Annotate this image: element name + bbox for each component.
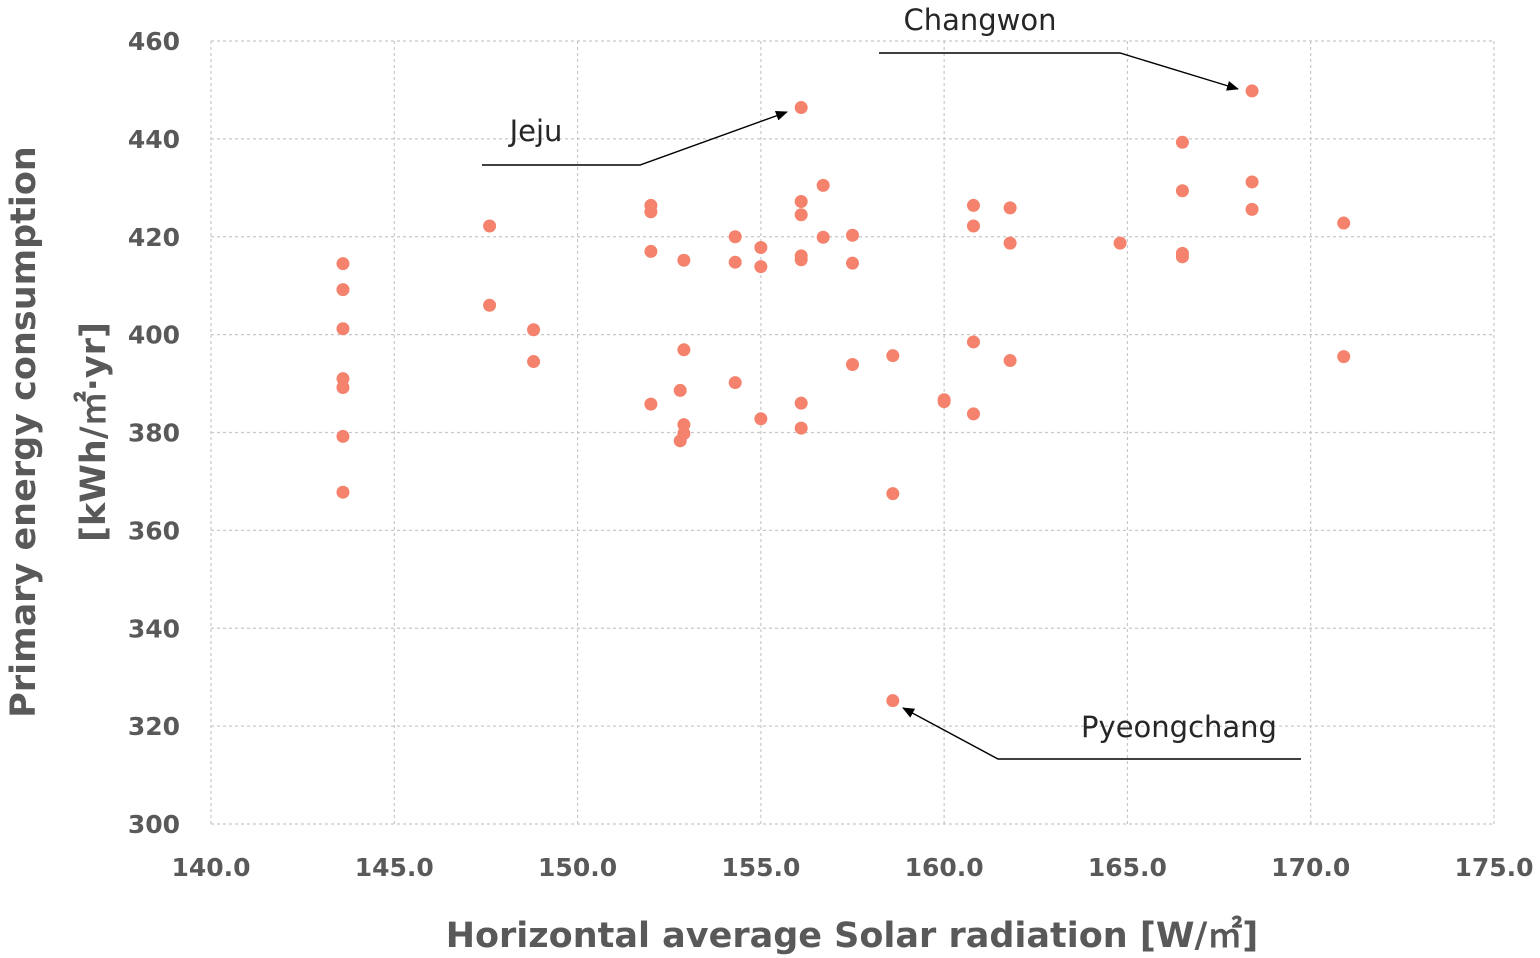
y-axis-title-line1: Primary energy consumption [4, 146, 44, 718]
x-tick-label: 165.0 [1088, 853, 1167, 882]
gridlines [210, 40, 1495, 825]
data-point [483, 298, 497, 312]
x-tick-label: 155.0 [721, 853, 800, 882]
data-point [336, 380, 350, 394]
y-tick-label: 440 [128, 125, 180, 154]
data-point [794, 396, 808, 410]
data-point [644, 244, 658, 258]
y-tick-label: 460 [128, 27, 180, 56]
data-point [644, 205, 658, 219]
data-point [886, 349, 900, 363]
data-point [527, 323, 541, 337]
data-point [966, 335, 980, 349]
x-tick-label: 170.0 [1271, 853, 1350, 882]
data-point [754, 412, 768, 426]
annotation-pyeongchang: Pyeongchang [1081, 710, 1277, 744]
data-point [728, 230, 742, 244]
y-tick-label: 300 [128, 810, 180, 839]
data-point [794, 101, 808, 115]
data-point [816, 178, 830, 192]
data-point [644, 397, 658, 411]
data-point [1337, 350, 1351, 364]
data-point [527, 355, 541, 369]
x-axis-title: Horizontal average Solar radiation [W/㎡] [446, 915, 1259, 956]
data-point [754, 241, 768, 255]
x-tick-label: 150.0 [538, 853, 617, 882]
data-point [846, 256, 859, 270]
data-point [1003, 354, 1017, 368]
data-point [677, 253, 691, 267]
data-point [336, 322, 350, 336]
y-tick-label: 420 [128, 223, 180, 252]
y-tick-label: 340 [128, 614, 180, 643]
data-point [336, 283, 350, 297]
y-tick-label: 400 [128, 321, 180, 350]
data-point [1245, 202, 1259, 216]
x-tick-labels: 140.0 145.0 150.0 155.0 160.0 165.0 170.0 175.0 [171, 853, 1533, 882]
data-point [336, 429, 350, 443]
data-point [937, 395, 951, 409]
y-tick-labels: 300 320 340 360 380 400 420 440 460 [128, 27, 180, 839]
data-point [794, 253, 808, 267]
data-point [728, 255, 742, 269]
data-point [677, 426, 691, 440]
x-tick-label: 145.0 [355, 853, 434, 882]
data-point [1113, 236, 1127, 250]
annotation-jeju: Jeju [508, 114, 563, 148]
data-point [673, 383, 687, 397]
data-point [728, 376, 742, 390]
y-axis-title-line2: [kWh/㎡·yr] [73, 322, 114, 542]
data-point [794, 421, 808, 435]
data-point [754, 260, 768, 274]
x-tick-label: 140.0 [171, 853, 250, 882]
data-point [677, 343, 691, 357]
data-point [1175, 250, 1189, 264]
data-point [794, 208, 808, 222]
data-point [816, 230, 830, 244]
y-tick-label: 360 [128, 516, 180, 545]
data-point [966, 198, 980, 212]
data-point [846, 357, 859, 371]
data-point [1337, 216, 1351, 230]
data-point [846, 228, 859, 242]
jeju-leader-line [482, 111, 788, 166]
data-point [966, 407, 980, 421]
x-tick-label: 175.0 [1454, 853, 1533, 882]
data-point [1003, 236, 1017, 250]
data-point [1175, 135, 1189, 149]
data-point [886, 694, 900, 708]
data-point [794, 195, 808, 209]
data-point [1245, 175, 1259, 189]
changwon-leader-line [879, 52, 1239, 91]
data-point [483, 219, 497, 233]
data-point [336, 257, 350, 271]
data-point [336, 485, 350, 499]
data-point [966, 219, 980, 233]
annotation-changwon: Changwon [903, 3, 1056, 37]
data-point [886, 487, 900, 501]
data-points [336, 84, 1351, 708]
pyeongchang-leader-line [902, 707, 1301, 760]
x-tick-label: 160.0 [905, 853, 984, 882]
data-point [1175, 184, 1189, 198]
data-point [1245, 84, 1259, 98]
data-point [1003, 201, 1017, 215]
y-tick-label: 320 [128, 712, 180, 741]
y-tick-label: 380 [128, 419, 180, 448]
